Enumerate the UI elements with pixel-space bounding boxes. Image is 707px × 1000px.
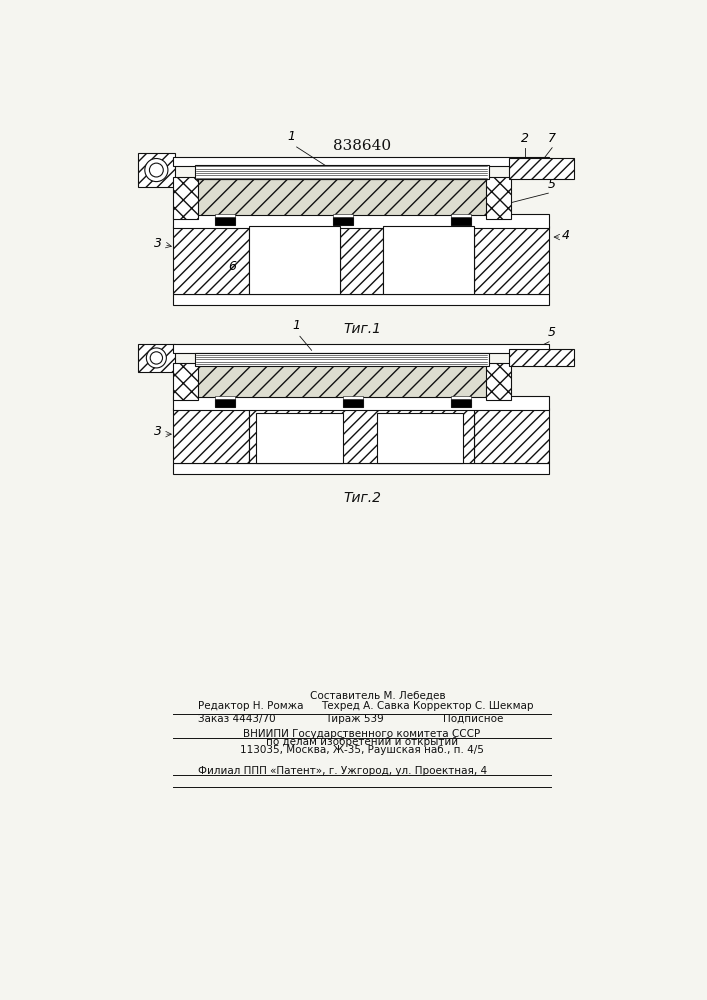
- Bar: [450, 217, 471, 225]
- Bar: [486, 363, 510, 400]
- Bar: [173, 226, 249, 294]
- Text: 6: 6: [228, 260, 237, 273]
- Bar: [173, 396, 549, 410]
- Bar: [249, 408, 474, 463]
- Bar: [509, 349, 573, 366]
- Bar: [450, 214, 471, 217]
- Bar: [215, 217, 235, 225]
- Bar: [249, 226, 339, 294]
- Bar: [343, 399, 363, 407]
- Text: Техред А. Савка: Техред А. Савка: [322, 701, 410, 711]
- Text: Τиг.2: Τиг.2: [343, 491, 381, 505]
- Text: Τиг.1: Τиг.1: [343, 322, 381, 336]
- Bar: [334, 217, 354, 225]
- Text: 838640: 838640: [333, 139, 391, 153]
- Bar: [343, 396, 363, 399]
- Bar: [450, 396, 471, 399]
- Bar: [215, 399, 235, 407]
- Bar: [334, 214, 354, 217]
- Text: 5: 5: [548, 178, 556, 191]
- Bar: [173, 344, 549, 353]
- Text: Филиал ППП «Патент», г. Ужгород, ул. Проектная, 4: Филиал ППП «Патент», г. Ужгород, ул. Про…: [198, 766, 487, 776]
- Text: 2: 2: [521, 132, 530, 145]
- Text: Заказ 4443/70: Заказ 4443/70: [198, 714, 276, 724]
- Bar: [474, 226, 549, 294]
- Bar: [197, 365, 487, 397]
- Bar: [138, 153, 175, 187]
- Bar: [197, 179, 487, 215]
- Bar: [138, 344, 175, 372]
- Text: Корректор С. Шекмар: Корректор С. Шекмар: [414, 701, 534, 711]
- Bar: [257, 413, 343, 463]
- Bar: [450, 399, 471, 407]
- Circle shape: [146, 348, 166, 368]
- Text: 3: 3: [154, 425, 162, 438]
- Bar: [173, 157, 549, 166]
- Text: Редактор Н. Ромжа: Редактор Н. Ромжа: [198, 701, 303, 711]
- Text: 113035, Москва, Ж-35, Раушская наб., п. 4/5: 113035, Москва, Ж-35, Раушская наб., п. …: [240, 745, 484, 755]
- Bar: [509, 158, 573, 179]
- Bar: [215, 214, 235, 217]
- Bar: [173, 363, 198, 400]
- Text: 1: 1: [293, 319, 300, 332]
- Bar: [377, 413, 463, 463]
- Bar: [382, 226, 474, 294]
- Bar: [173, 214, 549, 228]
- Bar: [173, 294, 549, 305]
- Bar: [339, 226, 382, 294]
- Text: ВНИИПИ Государственного комитета СССР: ВНИИПИ Государственного комитета СССР: [243, 729, 481, 739]
- Bar: [173, 177, 198, 219]
- Bar: [195, 353, 489, 366]
- Text: Подписное: Подписное: [443, 714, 504, 724]
- Text: Составитель М. Лебедев: Составитель М. Лебедев: [310, 691, 445, 701]
- Text: 4: 4: [562, 229, 570, 242]
- Bar: [215, 396, 235, 399]
- Bar: [474, 408, 549, 463]
- Text: 3: 3: [154, 237, 162, 250]
- Bar: [486, 177, 510, 219]
- Text: 1: 1: [288, 130, 296, 143]
- Circle shape: [145, 158, 168, 182]
- Bar: [173, 463, 549, 474]
- Text: Тираж 539: Тираж 539: [325, 714, 384, 724]
- Text: 7: 7: [548, 132, 556, 145]
- Bar: [173, 408, 249, 463]
- Text: по делам изобретений и открытий: по делам изобретений и открытий: [266, 737, 458, 747]
- Text: 5: 5: [548, 326, 556, 339]
- Bar: [195, 165, 489, 179]
